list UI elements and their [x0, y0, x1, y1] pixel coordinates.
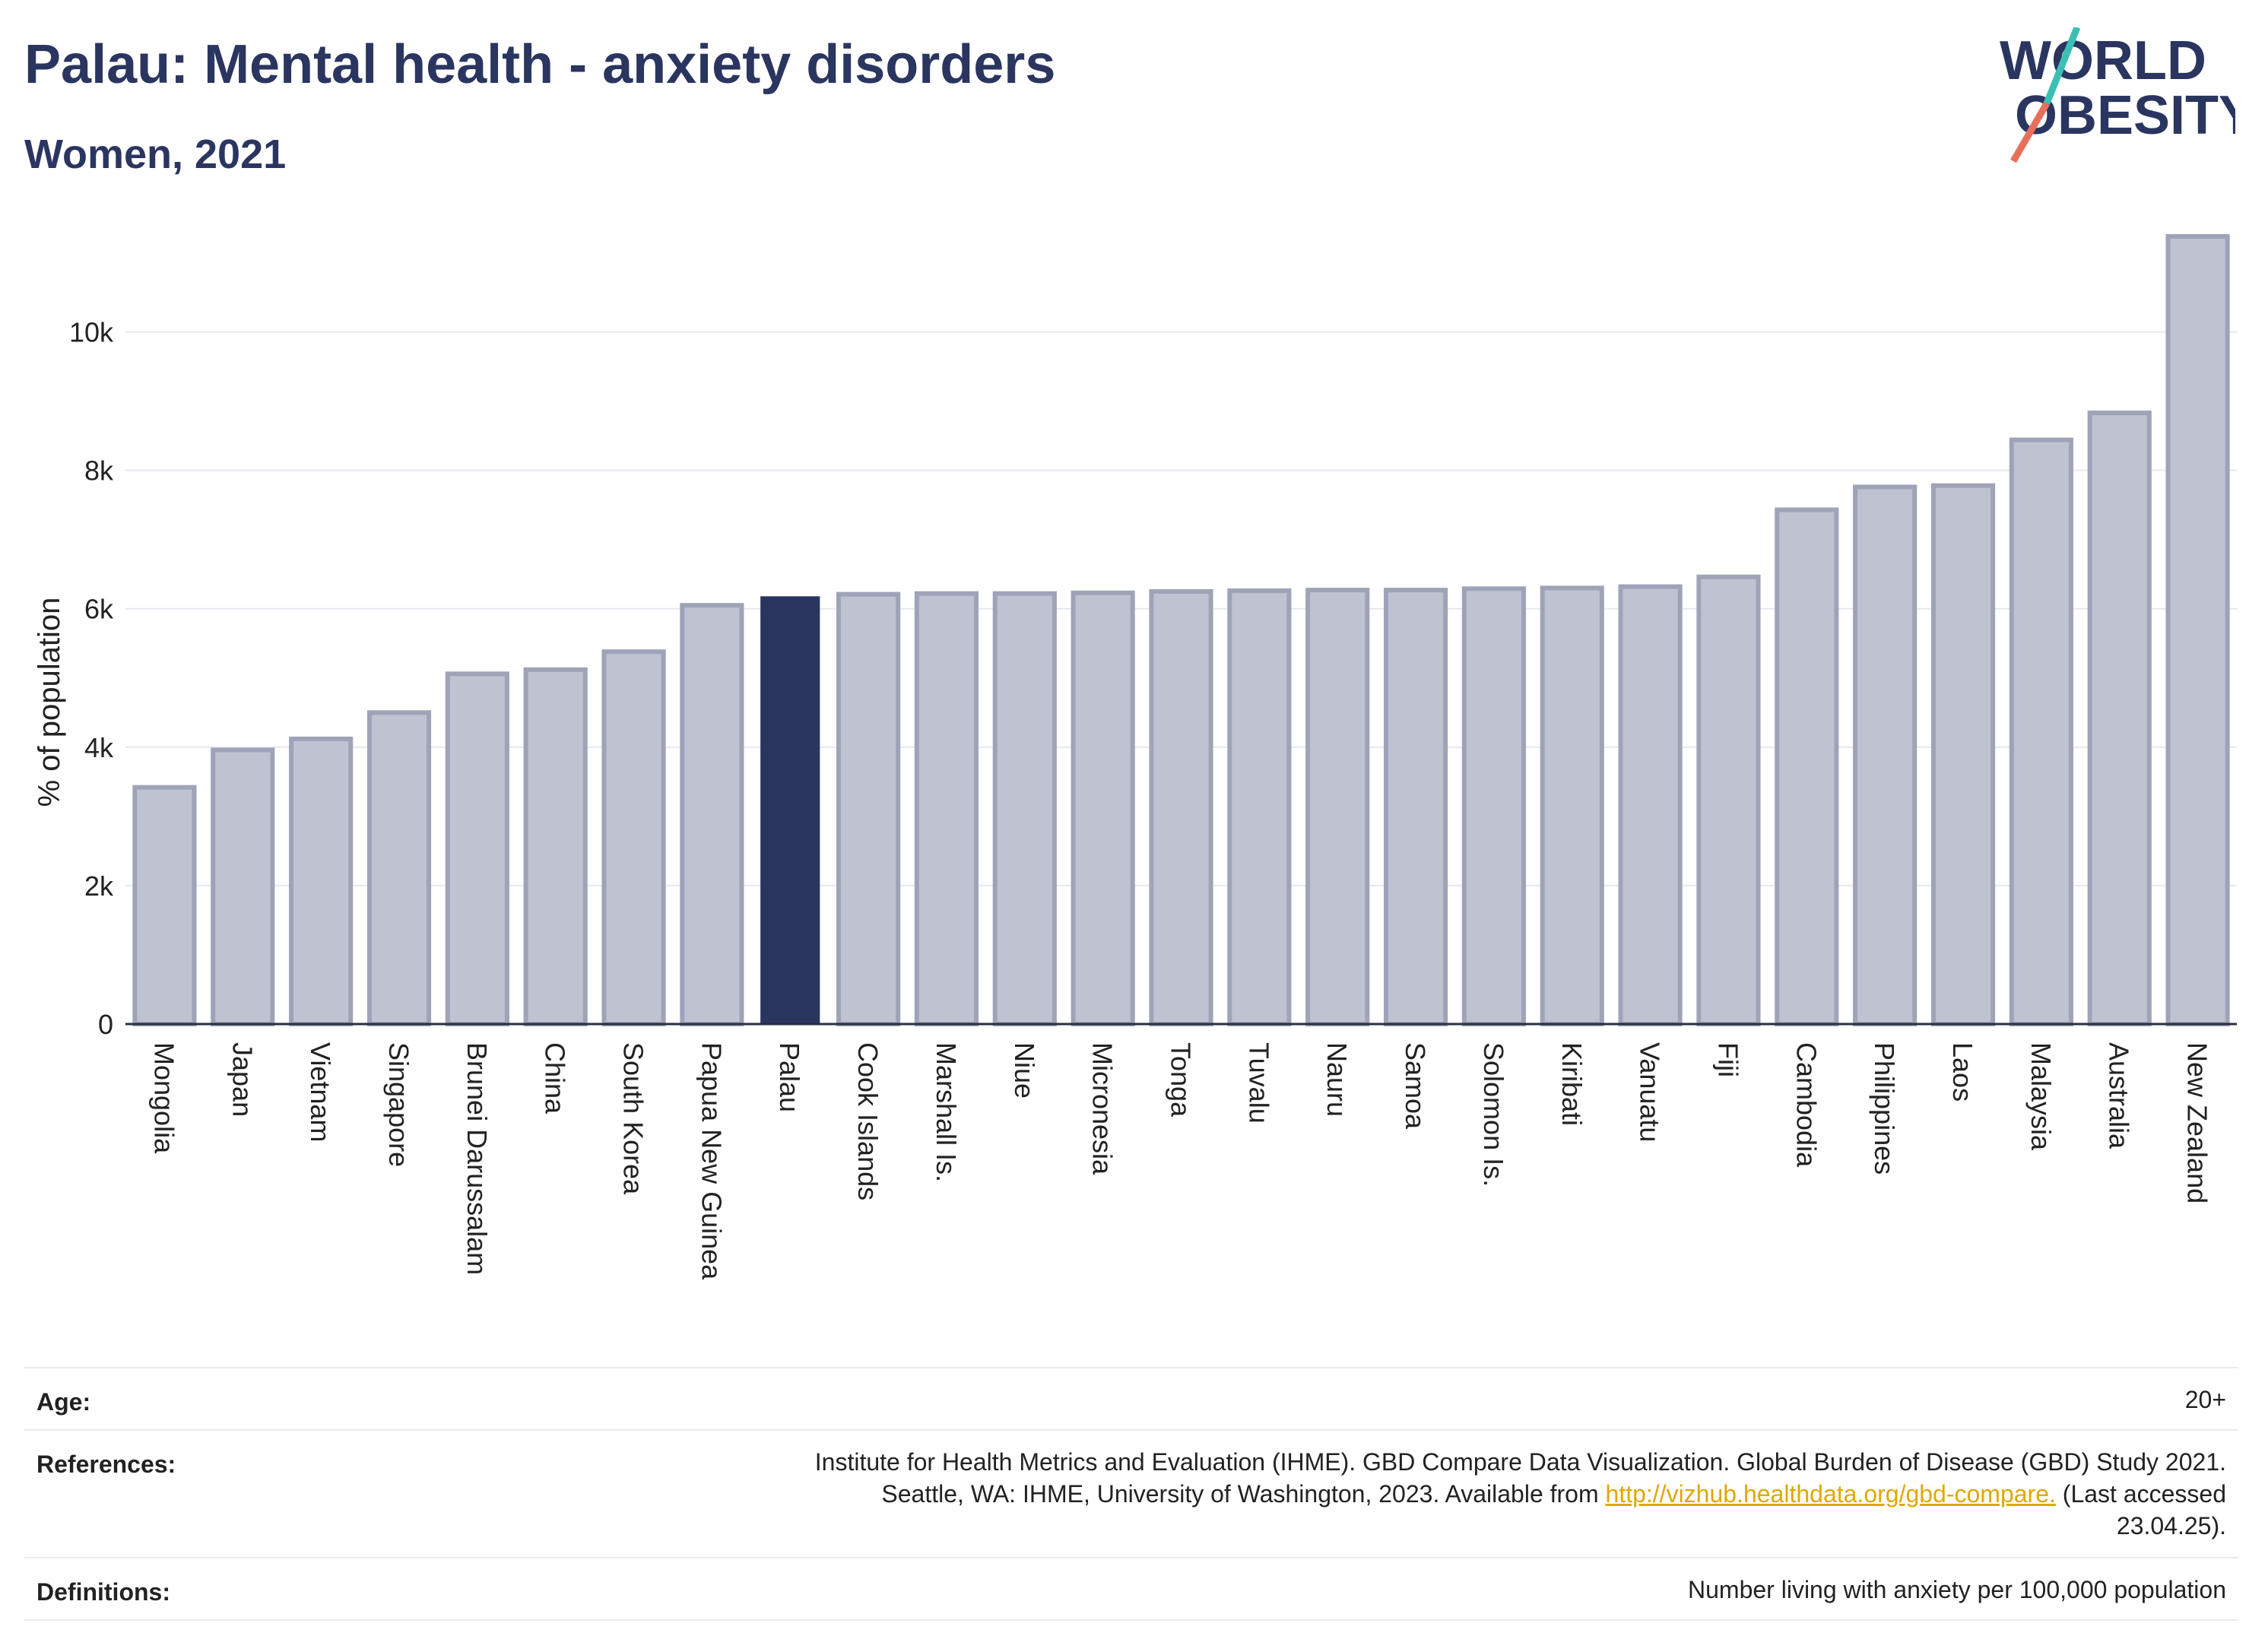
bar-micronesia [1071, 590, 1135, 1026]
x-tick-label: Vietnam [305, 1042, 336, 1142]
x-tick-label: Mongolia [148, 1042, 179, 1154]
references-value: Institute for Health Metrics and Evaluat… [815, 1446, 2226, 1542]
x-tick-label: Malaysia [2025, 1042, 2057, 1151]
x-tick-label: Solomon Is. [1478, 1042, 1509, 1187]
x-tick-label: Philippines [1869, 1042, 1900, 1175]
x-tick-label: Papua New Guinea [696, 1042, 727, 1280]
bar-tuvalu [1227, 588, 1292, 1026]
info-row-definitions: Definitions: Number living with anxiety … [24, 1557, 2238, 1621]
definitions-value: Number living with anxiety per 100,000 p… [1688, 1576, 2226, 1603]
bar-china [523, 667, 588, 1026]
x-tick-label: Samoa [1400, 1042, 1431, 1130]
x-tick-label: Palau [774, 1042, 805, 1112]
x-tick-label: Micronesia [1087, 1042, 1118, 1175]
bar-cambodia [1775, 507, 1839, 1026]
references-line3: 23.04.25). [2116, 1512, 2226, 1539]
y-axis-label: % of population [33, 598, 66, 807]
bar-mongolia [132, 785, 197, 1027]
bar-new-zealand [2165, 233, 2230, 1027]
logo-slash-teal [2043, 27, 2081, 105]
x-tick-label: Fiji [1712, 1042, 1743, 1077]
logo-slash-coral [2010, 101, 2050, 163]
bar-malaysia [2009, 437, 2073, 1026]
bar-tonga [1149, 588, 1213, 1026]
age-label: Age: [36, 1388, 91, 1416]
references-label: References: [36, 1451, 176, 1478]
bar-brunei-darussalam [445, 671, 509, 1026]
bar-fiji [1696, 574, 1761, 1026]
x-tick-label: Kiribati [1556, 1042, 1588, 1126]
x-tick-label: Marshall Is. [931, 1042, 962, 1182]
info-row-references: References: Institute for Health Metrics… [24, 1429, 2238, 1558]
x-tick-label: Tuvalu [1243, 1042, 1274, 1124]
bar-palau [760, 596, 820, 1024]
bar-papua-new-guinea [680, 603, 744, 1026]
y-tick-label: 2k [84, 870, 114, 902]
y-axis-ticks: 0 2k 4k 6k 8k 10k [69, 317, 114, 1040]
bar-marshall-is [914, 591, 979, 1026]
x-tick-label: Nauru [1321, 1042, 1353, 1117]
bar-nauru [1305, 588, 1370, 1026]
page-title: Palau: Mental health - anxiety disorders [24, 34, 1056, 95]
bar-chart: 0 2k 4k 6k 8k 10k Mongolia Japan Vietnam Singapo… [33, 233, 2237, 1280]
y-tick-label: 4k [84, 732, 114, 763]
x-tick-label: Cambodia [1791, 1042, 1822, 1168]
x-tick-label: Tonga [1166, 1042, 1197, 1118]
references-line1: Institute for Health Metrics and Evaluat… [814, 1448, 2226, 1476]
logo-line1: WORLD [2000, 30, 2206, 91]
bar-cook-islands [836, 591, 901, 1026]
x-tick-label: Laos [1947, 1042, 1978, 1102]
x-tick-label: Australia [2104, 1042, 2135, 1149]
bar-south-korea [601, 649, 666, 1026]
y-tick-label: 0 [98, 1009, 113, 1040]
x-tick-label: Vanuatu [1635, 1042, 1666, 1142]
y-tick-label: 8k [84, 455, 114, 487]
x-tick-label: South Korea [618, 1042, 649, 1195]
references-link[interactable]: http://vizhub.healthdata.org/gbd-compare… [1605, 1480, 2056, 1508]
bar-laos [1930, 483, 1996, 1026]
page-subtitle: Women, 2021 [24, 132, 287, 177]
y-tick-label: 10k [69, 317, 114, 348]
x-tick-label: China [540, 1042, 571, 1115]
bar-niue [992, 591, 1057, 1026]
bar-kiribati [1540, 585, 1604, 1026]
references-line2-post: (Last accessed [2055, 1480, 2226, 1508]
bar-australia [2087, 411, 2152, 1026]
references-line2: Seattle, WA: IHME, University of Washing… [815, 1478, 2226, 1510]
x-tick-label: Singapore [383, 1042, 414, 1167]
x-axis-ticks: Mongolia Japan Vietnam Singapore Brunei Daru… [148, 1042, 2213, 1280]
x-tick-label: Cook Islands [852, 1042, 883, 1200]
bar-japan [211, 747, 275, 1026]
references-line2-pre: Seattle, WA: IHME, University of Washing… [881, 1480, 1606, 1508]
bars [132, 233, 2230, 1027]
x-tick-label: Niue [1009, 1042, 1040, 1099]
info-bottom-line [24, 1619, 2238, 1621]
info-row-age: Age: 20+ [24, 1367, 2238, 1431]
bar-singapore [366, 710, 432, 1026]
bar-solomon-is [1461, 586, 1526, 1026]
definitions-label: Definitions: [36, 1578, 170, 1606]
bar-philippines [1853, 484, 1918, 1026]
bar-vietnam [289, 736, 354, 1026]
x-tick-label: Japan [227, 1042, 258, 1117]
x-tick-label: New Zealand [2182, 1042, 2213, 1203]
age-value: 20+ [2184, 1386, 2226, 1413]
bar-samoa [1383, 588, 1448, 1026]
world-obesity-logo: WORLD OBESITY [2000, 27, 2235, 163]
x-tick-label: Brunei Darussalam [462, 1042, 493, 1275]
y-tick-label: 6k [84, 594, 114, 625]
bar-vanuatu [1618, 584, 1683, 1026]
